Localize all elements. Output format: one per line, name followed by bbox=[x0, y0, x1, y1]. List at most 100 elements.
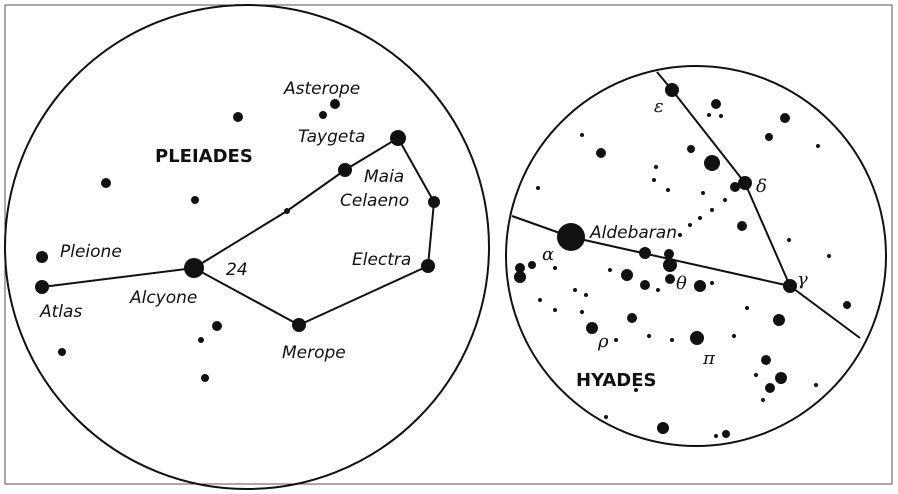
star bbox=[843, 301, 851, 309]
star bbox=[687, 145, 695, 153]
hyades-stars bbox=[514, 83, 851, 438]
star bbox=[737, 221, 747, 231]
star bbox=[710, 281, 714, 285]
star bbox=[528, 261, 536, 269]
star bbox=[515, 263, 525, 273]
star bbox=[665, 274, 675, 284]
star bbox=[780, 113, 790, 123]
star bbox=[212, 321, 222, 331]
star bbox=[36, 251, 48, 263]
star bbox=[664, 249, 674, 259]
star bbox=[719, 114, 723, 118]
star-label: Aldebaran bbox=[589, 223, 677, 243]
star bbox=[627, 313, 637, 323]
star-label: α bbox=[542, 244, 554, 265]
star bbox=[428, 196, 440, 208]
star bbox=[557, 223, 585, 251]
star bbox=[827, 254, 831, 258]
star bbox=[761, 355, 771, 365]
star bbox=[553, 266, 557, 270]
star bbox=[652, 178, 656, 182]
star bbox=[765, 383, 775, 393]
star-label: 24 bbox=[226, 260, 248, 280]
star-label: Celaeno bbox=[340, 191, 409, 211]
star-label: Maia bbox=[364, 167, 404, 187]
star bbox=[614, 338, 618, 342]
title: PLEIADES bbox=[155, 146, 253, 167]
star-label: Taygeta bbox=[298, 127, 365, 147]
star bbox=[814, 383, 818, 387]
star bbox=[639, 247, 651, 259]
star bbox=[584, 293, 588, 297]
star bbox=[783, 279, 797, 293]
star bbox=[284, 208, 290, 214]
star bbox=[390, 130, 406, 146]
star bbox=[666, 188, 670, 192]
star bbox=[201, 374, 209, 382]
star bbox=[580, 133, 584, 137]
outlines bbox=[4, 4, 887, 490]
star bbox=[580, 310, 584, 314]
star bbox=[536, 186, 540, 190]
star-label: Pleione bbox=[60, 242, 122, 262]
star bbox=[765, 133, 773, 141]
star bbox=[694, 280, 706, 292]
star bbox=[670, 338, 674, 342]
star-label: Alcyone bbox=[129, 288, 197, 308]
star bbox=[707, 113, 711, 117]
star bbox=[714, 434, 718, 438]
star-label: δ bbox=[756, 176, 767, 197]
star bbox=[688, 223, 692, 227]
star-label: θ bbox=[676, 273, 687, 294]
star bbox=[319, 111, 327, 119]
star bbox=[514, 271, 526, 283]
star bbox=[538, 298, 542, 302]
star-label: Atlas bbox=[39, 302, 82, 322]
star bbox=[698, 216, 702, 220]
star bbox=[596, 148, 606, 158]
star bbox=[754, 373, 758, 377]
star bbox=[191, 196, 199, 204]
star bbox=[573, 288, 577, 292]
star bbox=[723, 198, 727, 202]
star bbox=[745, 306, 749, 310]
star bbox=[101, 178, 111, 188]
star bbox=[730, 182, 740, 192]
star bbox=[35, 280, 49, 294]
star-label: Merope bbox=[282, 343, 346, 363]
star bbox=[773, 314, 785, 326]
star bbox=[816, 144, 820, 148]
star bbox=[330, 99, 340, 109]
star bbox=[608, 268, 612, 272]
star bbox=[421, 259, 435, 273]
star bbox=[690, 331, 704, 345]
hyades-field bbox=[505, 65, 887, 447]
star bbox=[233, 112, 243, 122]
star bbox=[711, 99, 721, 109]
star bbox=[761, 398, 765, 402]
title: HYADES bbox=[576, 370, 657, 391]
star bbox=[634, 388, 638, 392]
star bbox=[775, 372, 787, 384]
star bbox=[292, 318, 306, 332]
star bbox=[704, 155, 720, 171]
star-label: ε bbox=[654, 96, 664, 117]
star bbox=[640, 280, 650, 290]
star-label: π bbox=[702, 348, 716, 369]
star bbox=[621, 269, 633, 281]
star bbox=[198, 337, 204, 343]
star bbox=[738, 176, 752, 190]
hyades-labels: HYADES ε δ Aldebaran α θ γ ρ π bbox=[542, 96, 808, 391]
pleiades-stars bbox=[35, 99, 440, 382]
star bbox=[710, 208, 714, 212]
star bbox=[657, 422, 669, 434]
frame bbox=[4, 4, 893, 485]
star bbox=[656, 288, 660, 292]
star-label: Electra bbox=[352, 250, 411, 270]
star-label: γ bbox=[797, 269, 808, 290]
star bbox=[701, 191, 705, 195]
pleiades-labels: PLEIADES Asterope Taygeta Maia Celaeno E… bbox=[39, 79, 411, 363]
star bbox=[732, 334, 736, 338]
star bbox=[654, 165, 658, 169]
